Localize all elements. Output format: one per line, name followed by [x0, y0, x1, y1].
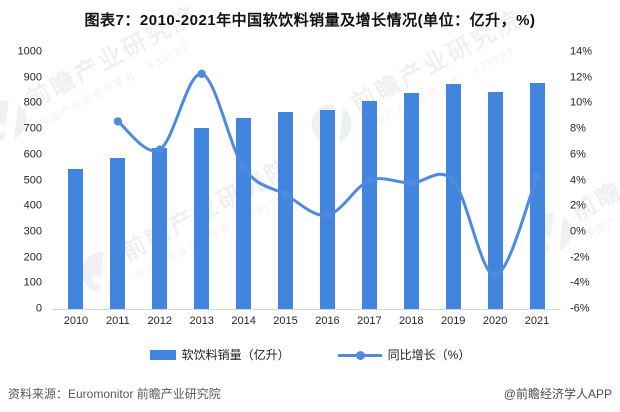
y-axis-left-tick: 400 [23, 199, 42, 212]
y-axis-right-tick: 6% [570, 148, 586, 161]
bar-2011 [110, 157, 126, 309]
y-axis-left-tick: 800 [23, 96, 42, 109]
growth-line-marker [490, 271, 500, 280]
y-axis-right-tick: 0% [570, 225, 586, 238]
y-axis-left-tick: 0 [35, 302, 42, 315]
y-axis-left-tick: 600 [23, 148, 42, 161]
x-axis-label: 2012 [147, 315, 173, 327]
y-axis-left-tick: 200 [23, 251, 42, 264]
y-axis-left-tick: 500 [23, 174, 42, 186]
bar-2021 [529, 83, 545, 309]
growth-line-marker [239, 163, 248, 172]
y-axis-right-tick: 14% [570, 45, 593, 58]
x-axis-label: 2013 [189, 315, 214, 327]
y-axis-left-tick: 900 [23, 71, 42, 84]
bar-2012 [152, 147, 168, 309]
x-axis-label: 2014 [231, 315, 256, 327]
y-axis-left-tick: 100 [23, 276, 42, 289]
y-axis-right-tick: 12% [570, 71, 593, 84]
x-axis-label: 2017 [357, 315, 382, 327]
bar-2018 [403, 92, 419, 309]
x-axis-label: 2020 [482, 315, 508, 327]
bar-2017 [361, 101, 377, 309]
bar-2020 [487, 92, 503, 309]
y-axis-right-tick: 8% [570, 122, 586, 135]
growth-line-marker [197, 69, 206, 79]
x-axis-label: 2011 [106, 315, 130, 327]
growth-line-marker [532, 172, 542, 181]
source-text: 资料来源：Euromonitor 前瞻产业研究院 [8, 387, 221, 401]
y-axis-left-tick: 1000 [17, 45, 42, 58]
growth-line-marker [407, 178, 416, 188]
bar-2014 [236, 117, 252, 309]
x-axis-label: 2019 [440, 315, 466, 327]
x-axis-label: 2016 [315, 315, 340, 327]
x-axis-label: 2010 [63, 315, 89, 327]
bar-2015 [278, 112, 294, 309]
legend-growth-label: 同比增长（%） [387, 348, 471, 362]
growth-line-marker [323, 210, 332, 220]
y-axis-left-tick: 700 [23, 122, 42, 135]
page-title: 图表7：2010-2021年中国软饮料销量及增长情况(单位：亿升，%) [84, 12, 536, 29]
y-axis-right-tick: 4% [570, 174, 586, 186]
x-axis-label: 2015 [273, 315, 298, 327]
bar-2019 [445, 83, 461, 309]
legend-sales-label: 软饮料销量（亿升） [181, 348, 290, 362]
legend-item-sales: 软饮料销量（亿升） [149, 346, 290, 363]
line-swatch-icon [337, 350, 382, 360]
bar-2016 [319, 109, 335, 309]
y-axis-right-tick: 10% [570, 96, 593, 109]
growth-line-marker [281, 190, 290, 199]
y-axis-right-tick: -4% [570, 276, 590, 289]
growth-line-path [116, 72, 539, 278]
y-axis-left-tick: 300 [23, 225, 42, 238]
legend: 软饮料销量（亿升） 同比增长（%） [0, 346, 620, 363]
legend-item-growth: 同比增长（%） [337, 346, 471, 363]
x-axis-label: 2021 [524, 315, 550, 327]
y-axis-right-tick: -2% [570, 251, 590, 264]
growth-line-marker [113, 117, 123, 126]
growth-line-marker [365, 176, 374, 185]
bar-2010 [68, 169, 84, 309]
y-axis-right-tick: 2% [570, 199, 586, 212]
y-axis-right-tick: -6% [570, 302, 590, 315]
x-axis-line [52, 309, 561, 310]
x-axis-label: 2018 [399, 315, 424, 327]
bar-2013 [194, 128, 210, 309]
growth-line-marker [155, 145, 164, 154]
bar-swatch-icon [149, 349, 176, 360]
growth-line-marker [449, 176, 458, 185]
credit-text: @前瞻经济学人APP [503, 387, 612, 401]
